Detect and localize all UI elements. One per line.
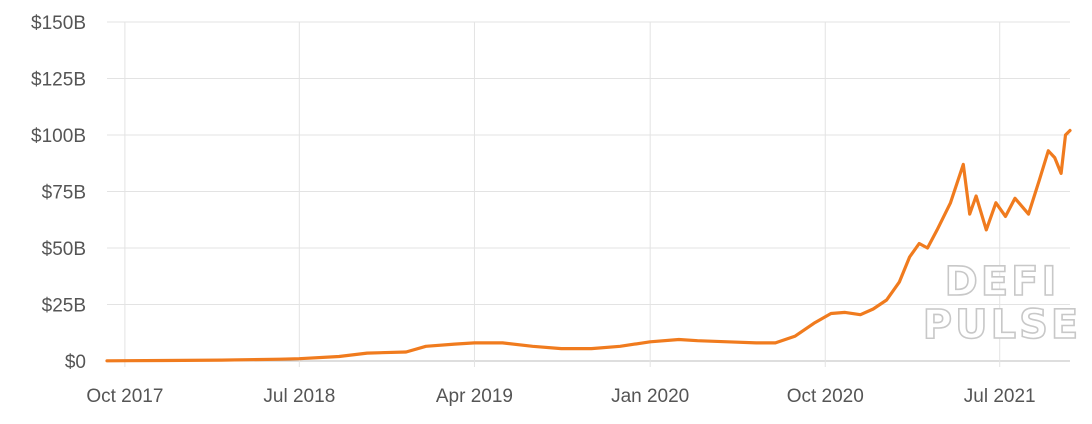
y-tick-label: $100B [31, 126, 86, 147]
x-tick-label: Apr 2019 [436, 386, 513, 407]
y-tick-label: $75B [42, 183, 86, 204]
x-tick-label: Oct 2017 [86, 386, 163, 407]
y-axis-ticks: $0 $25B $50B $75B $100B $125B $150B [31, 13, 86, 373]
tvl-series-line [105, 128, 1072, 363]
y-tick-label: $50B [42, 239, 86, 260]
grid-lines [107, 21, 1070, 367]
x-tick-label: Oct 2020 [787, 386, 864, 407]
x-tick-label: Jan 2020 [611, 386, 689, 407]
y-tick-label: $125B [31, 70, 86, 91]
watermark-text-pulse: PULSE [923, 302, 1081, 348]
y-tick-label: $150B [31, 13, 86, 34]
x-tick-label: Jul 2018 [263, 386, 335, 407]
watermark-text-defi: DEFI [945, 259, 1060, 305]
series-group [105, 128, 1072, 363]
y-tick-label: $0 [65, 352, 86, 373]
y-tick-label: $25B [42, 296, 86, 317]
x-axis-ticks: Oct 2017 Jul 2018 Apr 2019 Jan 2020 Oct 2020… [86, 386, 1035, 407]
x-tick-label: Jul 2021 [964, 386, 1036, 407]
